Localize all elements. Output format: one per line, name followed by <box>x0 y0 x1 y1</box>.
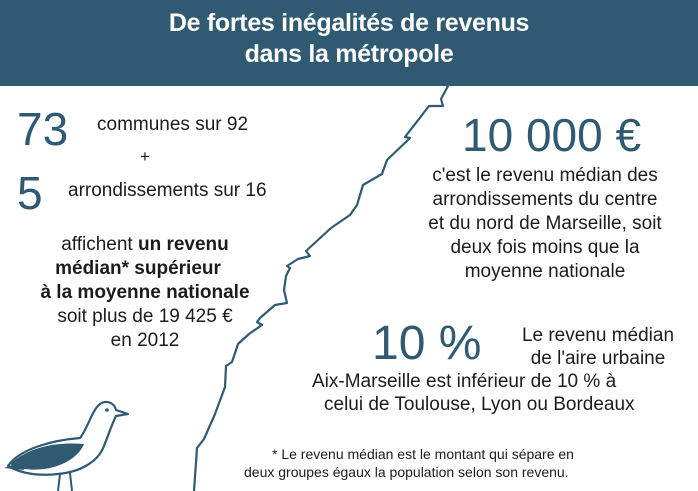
urban-line-1: Le revenu médian <box>521 325 675 346</box>
statement-threshold: soit plus de 19 425 € <box>57 306 233 327</box>
median-line-3: et du nord de Marseille, soit <box>428 213 662 234</box>
statement-plain: affichent <box>61 234 138 255</box>
median-line-1: c'est le revenu médian des <box>432 165 658 186</box>
footnote: * Le revenu médian est le montant qui sé… <box>244 445 574 481</box>
plus-sign: + <box>140 147 150 166</box>
urban-area-intro: Le revenu médian de l'aire urbaine <box>500 324 696 370</box>
left-statement: affichent un revenu médian* supérieur à … <box>0 233 290 353</box>
statement-bold-3: à la moyenne nationale <box>40 282 250 303</box>
median-line-2: arrondissements du centre <box>432 189 658 210</box>
footnote-line-2: deux groupes égaux la population selon s… <box>244 464 569 480</box>
percent-figure: 10 % <box>372 317 482 370</box>
median-description: c'est le revenu médian des arrondissemen… <box>395 164 695 284</box>
urban-line-2: de l'aire urbaine <box>530 348 666 369</box>
title-line-2: dans la métropole <box>244 40 454 68</box>
footnote-line-1: * Le revenu médian est le montant qui sé… <box>272 446 574 462</box>
statement-year: en 2012 <box>110 330 180 351</box>
statement-bold-2: médian* supérieur <box>55 258 221 279</box>
communes-text: communes sur 92 <box>97 114 249 135</box>
communes-number: 73 <box>17 103 69 155</box>
arrondissements-number: 5 <box>17 167 43 219</box>
seagull-icon <box>4 400 130 491</box>
median-line-5: moyenne nationale <box>464 261 626 282</box>
urban-line-3: Aix-Marseille est inférieur de 10 % à <box>312 371 617 392</box>
urban-line-4: celui de Toulouse, Lyon ou Bordeaux <box>324 394 635 415</box>
median-amount: 10 000 € <box>462 109 642 161</box>
header-banner: De fortes inégalités de revenus dans la … <box>0 0 698 86</box>
arrondissements-text: arrondissements sur 16 <box>68 180 267 201</box>
median-line-4: deux fois moins que la <box>450 237 640 258</box>
title-line-1: De fortes inégalités de revenus <box>168 9 530 37</box>
statement-bold-1: un revenu <box>137 234 229 255</box>
